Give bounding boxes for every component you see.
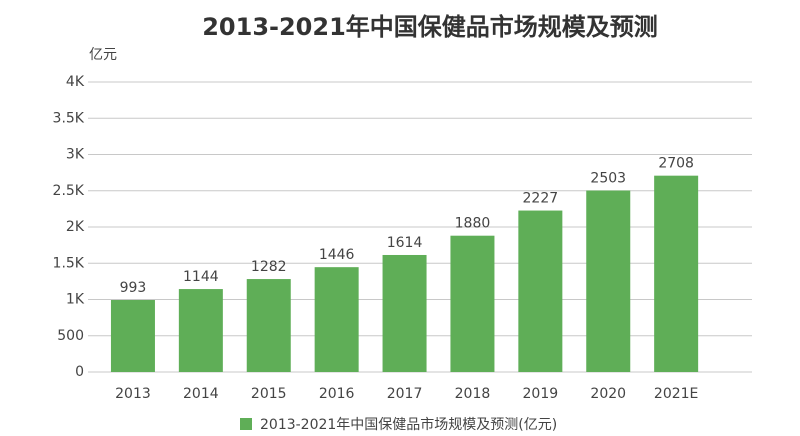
x-tick-label: 2015 [251, 386, 287, 402]
data-label: 993 [120, 280, 147, 296]
y-tick-label: 500 [57, 328, 84, 344]
x-tick-label: 2016 [319, 386, 355, 402]
bar [178, 289, 223, 372]
y-tick-label: 2K [66, 219, 85, 235]
y-tick-label: 3.5K [53, 110, 85, 126]
x-tick-label: 2019 [523, 386, 559, 402]
legend-label: 2013-2021年中国保健品市场规模及预测(亿元) [260, 416, 557, 433]
data-label: 1144 [183, 269, 219, 285]
data-label: 2708 [658, 156, 694, 172]
x-tick-label: 2020 [590, 386, 626, 402]
bar [450, 235, 495, 372]
bar [586, 190, 631, 372]
x-tick-label: 2013 [115, 386, 151, 402]
data-label: 2227 [523, 191, 559, 207]
bar [110, 300, 155, 372]
y-tick-label: 1K [66, 292, 85, 308]
y-tick-label: 0 [75, 364, 84, 380]
x-tick-label: 2014 [183, 386, 219, 402]
data-label: 1880 [455, 216, 491, 232]
bar [246, 279, 291, 372]
y-tick-label: 2.5K [53, 183, 85, 199]
chart-title: 2013-2021年中国保健品市场规模及预测 [202, 13, 658, 41]
y-tick-label: 4K [66, 74, 85, 90]
x-tick-label: 2021E [654, 386, 698, 402]
bar [382, 254, 427, 372]
bar [518, 210, 563, 372]
data-label: 1446 [319, 247, 355, 263]
y-axis-label: 亿元 [89, 47, 117, 63]
data-label: 1282 [251, 259, 287, 275]
bar [314, 267, 359, 372]
legend-swatch [240, 418, 252, 430]
data-label: 1614 [387, 235, 423, 251]
x-tick-label: 2017 [387, 386, 423, 402]
y-tick-label: 3K [66, 147, 85, 163]
y-tick-label: 1.5K [53, 255, 85, 271]
data-label: 2503 [590, 171, 626, 187]
x-tick-label: 2018 [455, 386, 491, 402]
bar [654, 175, 699, 372]
